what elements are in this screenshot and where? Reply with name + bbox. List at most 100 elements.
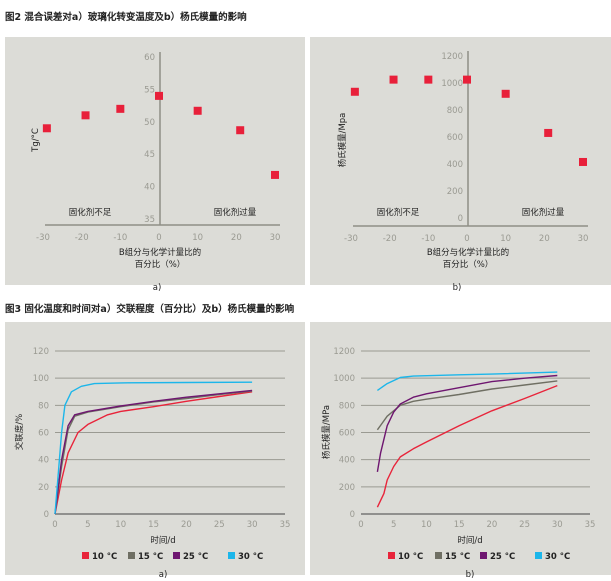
series-line-3	[377, 371, 558, 391]
x-tick-label: 10	[500, 234, 511, 244]
y-tick-label: 400	[339, 456, 355, 466]
chart-panel-2	[5, 322, 305, 575]
data-point	[350, 87, 359, 96]
x-tick-label: 0	[52, 520, 57, 530]
y-tick-label: 1200	[333, 347, 355, 357]
legend-swatch	[173, 552, 180, 559]
data-point	[42, 124, 51, 133]
y-tick-label: 40	[38, 456, 49, 466]
legend-label: 10 °C	[398, 552, 423, 562]
data-point	[424, 75, 433, 84]
x-tick-label: 15	[454, 520, 465, 530]
x-tick-label: 0	[464, 234, 469, 244]
x-tick-label: 20	[486, 520, 497, 530]
series-line-0	[376, 384, 558, 508]
legend-label: 25 °C	[490, 552, 515, 562]
x-tick-label: 20	[231, 233, 242, 243]
y-tick-label: 100	[33, 374, 49, 384]
y-axis-label: Tg/°C	[31, 128, 41, 153]
x-tick-label: -10	[113, 233, 127, 243]
chart-panel-0	[5, 37, 305, 285]
legend-swatch	[435, 552, 442, 559]
panel-label: b)	[466, 570, 475, 580]
data-point	[501, 89, 510, 98]
data-point	[81, 111, 90, 120]
x-tick-label: 25	[519, 520, 530, 530]
legend-label: 10 °C	[92, 552, 117, 562]
y-tick-label: 40	[144, 183, 155, 193]
data-point	[544, 128, 553, 137]
y-tick-label: 600	[447, 133, 463, 143]
data-point	[116, 104, 125, 113]
data-point	[155, 91, 163, 100]
y-axis-label: 杨氏模量/MPa	[321, 405, 332, 459]
x-tick-label: 10	[421, 520, 432, 530]
x-tick-label: 20	[181, 520, 192, 530]
x-tick-label: 5	[391, 520, 396, 530]
legend-label: 15 °C	[138, 552, 163, 562]
x-axis-label: 百分比（%）	[135, 259, 186, 270]
y-tick-label: 200	[447, 187, 463, 197]
series-line-0	[54, 391, 253, 515]
x-tick-label: 35	[280, 520, 291, 530]
series-line-3	[54, 381, 253, 515]
y-axis-label: 交联度/%	[14, 414, 25, 450]
y-tick-label: 800	[339, 401, 355, 411]
y-tick-label: 400	[447, 160, 463, 170]
x-axis-label: 百分比（%）	[443, 259, 494, 270]
legend-label: 30 °C	[238, 552, 263, 562]
x-tick-label: 30	[578, 234, 589, 244]
x-tick-label: 30	[552, 520, 563, 530]
panel-label: a)	[153, 283, 162, 293]
y-tick-label: 200	[339, 483, 355, 493]
legend-label: 30 °C	[545, 552, 570, 562]
y-tick-label: 20	[38, 483, 49, 493]
legend-swatch	[535, 552, 542, 559]
y-tick-label: 45	[144, 150, 155, 160]
x-tick-label: -30	[36, 233, 50, 243]
region-annotation: 固化剂过量	[522, 207, 565, 218]
y-tick-label: 1200	[441, 52, 463, 62]
legend-swatch	[228, 552, 235, 559]
figure3-title: 图3 固化温度和时间对a）交联程度（百分比）及b）杨氏模量的影响	[5, 303, 295, 315]
legend-label: 15 °C	[445, 552, 470, 562]
figure2-title: 图2 混合误差对a）玻璃化转变温度及b）杨氏模量的影响	[5, 11, 247, 23]
y-tick-label: 60	[144, 53, 155, 63]
y-tick-label: 80	[38, 401, 49, 411]
x-tick-label: 30	[270, 233, 281, 243]
chart-panel-1	[310, 37, 611, 285]
x-axis-label: 时间/d	[150, 535, 175, 546]
x-tick-label: 5	[85, 520, 90, 530]
data-point	[579, 157, 587, 166]
x-tick-label: -30	[344, 234, 358, 244]
legend-swatch	[128, 552, 135, 559]
x-tick-label: -20	[383, 234, 397, 244]
y-tick-label: 50	[144, 118, 155, 128]
y-tick-label: 60	[38, 429, 49, 439]
series-line-2	[54, 389, 253, 515]
data-point	[236, 126, 245, 135]
y-tick-label: 1000	[441, 79, 463, 89]
y-tick-label: 0	[44, 510, 49, 520]
x-tick-label: 25	[214, 520, 225, 530]
x-tick-label: 0	[156, 233, 161, 243]
y-tick-label: 35	[144, 215, 155, 225]
x-axis-label: B组分与化学计量比的	[427, 247, 509, 258]
data-point	[271, 170, 279, 179]
x-tick-label: 20	[539, 234, 550, 244]
x-tick-label: 35	[585, 520, 596, 530]
region-annotation: 固化剂不足	[377, 207, 420, 218]
region-annotation: 固化剂不足	[69, 207, 112, 218]
x-tick-label: 10	[115, 520, 126, 530]
x-tick-label: -20	[75, 233, 89, 243]
x-tick-label: 0	[358, 520, 363, 530]
y-tick-label: 55	[144, 85, 155, 95]
x-axis-label: 时间/d	[457, 535, 482, 546]
y-tick-label: 0	[350, 510, 355, 520]
x-axis-label: B组分与化学计量比的	[119, 247, 201, 258]
legend-swatch	[388, 552, 395, 559]
data-point	[389, 75, 398, 84]
y-tick-label: 800	[447, 106, 463, 116]
